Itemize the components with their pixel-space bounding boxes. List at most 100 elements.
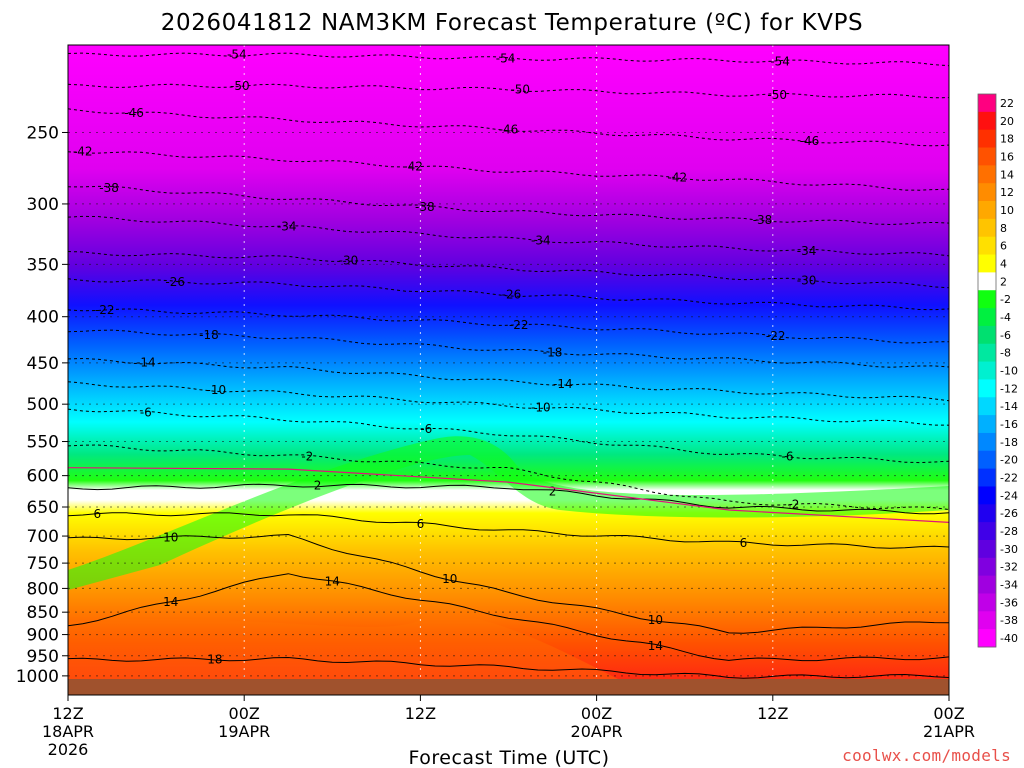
colorbar-cell-17 [978,397,996,416]
isotherm-label-6-0: 6 [94,507,102,521]
colorbar-label-4: 4 [1000,257,1007,270]
colorbar-label--22: -22 [1000,472,1018,485]
colorbar-label-14: 14 [1000,168,1014,181]
y-tick-label-500: 500 [27,395,59,415]
terrain-ground [68,679,949,695]
x-axis-label: Forecast Time (UTC) [409,747,610,768]
x-tick-label-60-1: 21APR [923,722,975,741]
x-tick-label-12-0: 00Z [229,704,260,723]
colorbar-label-8: 8 [1000,222,1007,235]
isotherm-label--18-1: -18 [543,345,563,359]
colorbar-cell-11 [978,290,996,309]
colorbar-label-20: 20 [1000,115,1014,128]
colorbar-cell-14 [978,343,996,362]
isotherm-label--38-0: -38 [99,181,119,195]
colorbar-cell-28 [978,593,996,612]
isotherm-label--38-2: -38 [753,213,773,227]
credit-link[interactable]: coolwx.com/models [842,746,1011,765]
colorbar-cell-4 [978,165,996,184]
isotherm--2 [68,444,949,510]
colorbar-cell-24 [978,522,996,541]
colorbar-cell-25 [978,539,996,559]
colorbar-cell-27 [978,575,996,594]
colorbar-cell-19 [978,432,996,452]
colorbar-label--8: -8 [1000,347,1011,360]
isotherm-label--34-0: -34 [277,220,297,234]
isotherm-label--6-1: -6 [420,422,432,436]
colorbar-label--32: -32 [1000,561,1018,574]
colorbar-cell-6 [978,201,996,220]
colorbar-cell-26 [978,557,996,577]
y-tick-label-950: 950 [27,647,59,667]
colorbar-cell-1 [978,111,996,131]
isotherm-label--2-0: -2 [301,450,313,464]
isotherm-label-10-0: 10 [163,531,178,545]
colorbar-label-16: 16 [1000,150,1014,163]
isotherm-contours: -54 -54 -54 -50 -50 -50 -46 -46 -46 -42 -42 -42 -38 -… [68,48,949,679]
colorbar: 22 20 18 16 14 12 10 8 6 4 2 -2 -4 -6 -8 -10 -12 -14 -16 -1… [977,93,1018,648]
colorbar-cell-8 [978,236,996,255]
x-tick-label-0-0: 12Z [52,704,83,723]
isotherm-label--38-1: -38 [415,200,435,214]
isotherm-18 [68,656,949,679]
isotherm-label--6-2: -6 [781,449,793,463]
colorbar-label--38: -38 [1000,614,1018,627]
isotherm-label--46-0: -46 [124,106,144,120]
y-tick-label-750: 750 [27,554,59,574]
isotherm-label--54-1: -54 [496,51,516,65]
colorbar-label-2: 2 [1000,275,1007,288]
x-tick-label-0-1: 18APR [42,722,94,741]
y-tick-label-550: 550 [27,433,59,453]
colorbar-label-6: 6 [1000,240,1007,253]
isotherm-label-14-0: 14 [163,595,178,609]
isotherm-10 [68,533,949,634]
isotherm-label--22-1: -22 [509,318,529,332]
temperature-field [68,45,949,695]
warm-bands [68,615,949,695]
colorbar-label--28: -28 [1000,525,1018,538]
y-tick-label-900: 900 [27,626,59,646]
freezing-level-line [68,467,949,523]
x-tick-label-36-0: 00Z [581,704,612,723]
y-tick-label-600: 600 [27,467,59,487]
isotherm-6 [68,512,949,549]
colorbar-cell-5 [978,183,996,202]
isotherm-label-10-1: 10 [442,572,457,586]
isotherm-label--10-1: -10 [531,400,551,414]
colorbar-cell-23 [978,504,996,523]
colorbar-cell-7 [978,218,996,238]
colorbar-cell-12 [978,308,996,327]
y-tick-label-250: 250 [27,123,59,143]
colorbar-cell-3 [978,147,996,166]
isotherm-label-6-2: 6 [740,536,748,550]
y-tick-label-650: 650 [27,498,59,518]
colorbar-label--30: -30 [1000,543,1018,556]
colorbar-label--34: -34 [1000,579,1018,592]
isotherm-label-10-2: 10 [648,613,663,627]
colorbar-frame [977,93,997,648]
colorbar-label--2: -2 [1000,293,1011,306]
isotherm-label--34-2: -34 [797,244,817,258]
colorbar-cell-29 [978,611,996,630]
isotherm-label--46-2: -46 [800,134,820,148]
y-tick-label-400: 400 [27,308,59,328]
isotherm-label--42-1: -42 [403,159,423,173]
colorbar-cell-30 [978,629,996,648]
plot-frame [67,44,950,696]
colorbar-label--36: -36 [1000,596,1018,609]
x-tick-label-48-0: 12Z [757,704,788,723]
isotherm-label--30-1: -30 [797,274,817,288]
x-tick-label-0-2: 2026 [48,740,89,759]
colorbar-label--24: -24 [1000,489,1018,502]
isotherm-label-2-1: 2 [549,484,557,498]
colorbar-label-12: 12 [1000,186,1014,199]
colorbar-label-18: 18 [1000,133,1014,146]
isotherm-label-6-1: 6 [417,517,425,531]
colorbar-label--6: -6 [1000,329,1011,342]
x-tick-label-60-0: 00Z [933,704,964,723]
colorbar-cell-22 [978,486,996,505]
y-tick-label-350: 350 [27,255,59,275]
isotherm-label-14-1: 14 [325,575,340,589]
